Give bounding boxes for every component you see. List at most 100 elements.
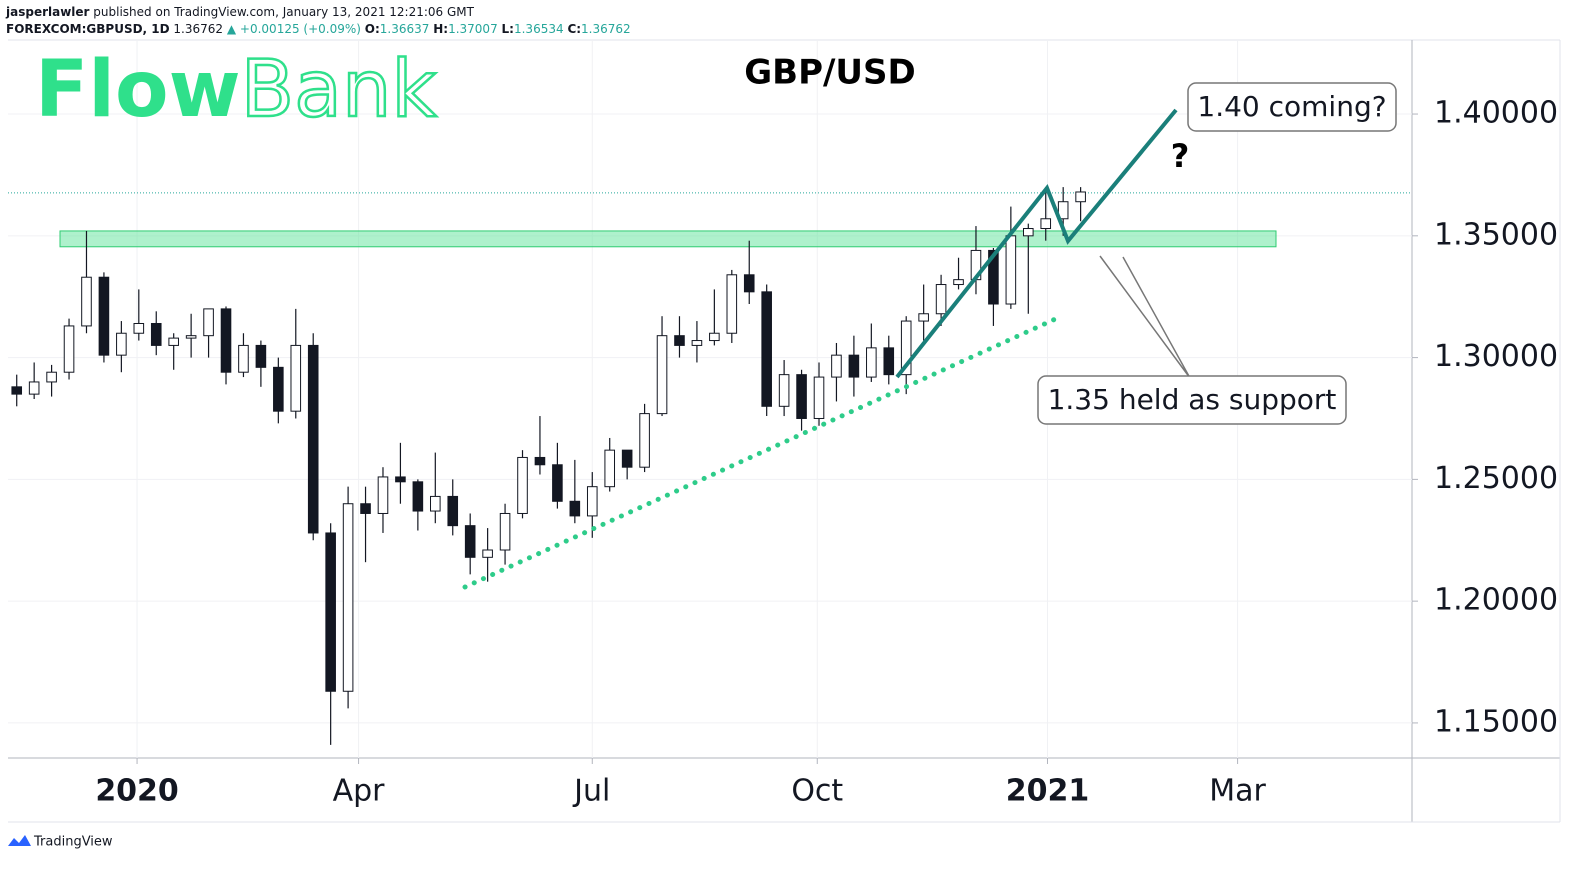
x-tick-label: 2020 [95,774,179,809]
x-tick-label: 2021 [1006,774,1090,809]
logo-bold: Flow [35,45,241,135]
candle-body [133,322,145,334]
candle-body [1075,191,1086,203]
candle-body [848,354,860,378]
annotation: ? [1171,137,1190,175]
close: 1.36762 [581,22,631,36]
projection-path [895,108,1178,379]
x-tick-label: Oct [791,774,843,809]
close-label: C: [567,22,581,36]
candle-body [621,449,633,468]
candle-body [743,274,755,293]
candle-body [377,476,389,514]
candle-body [307,344,319,534]
candle-body [900,320,912,376]
candle-body [447,495,459,527]
candle-body [866,347,877,378]
candle-body [150,322,162,346]
candle-body [1005,235,1017,305]
candle-body [185,335,197,339]
high-label: H: [433,22,448,36]
symbol: FOREXCOM:GBPUSD, 1D [6,22,170,36]
open: 1.36637 [380,22,430,36]
candle-body [290,344,302,412]
candle-body [273,366,284,412]
candle-body [1023,228,1034,237]
candle-body [831,354,842,378]
candle-body [1040,218,1052,230]
candle-body [953,279,964,286]
candle-body [342,503,354,692]
candle-body [778,374,790,407]
candle-body [726,274,738,334]
y-tick-label: 1.35000 [1434,217,1558,252]
candle-body [238,344,249,373]
user: jasperlawler [5,5,90,19]
candle-body [46,371,57,383]
candle-body [168,337,179,346]
candle-body [883,347,895,376]
candle-body [517,456,528,514]
candle-body [552,464,563,502]
x-tick-label: Jul [572,774,610,809]
y-tick-label: 1.30000 [1434,339,1558,374]
candle-body [1057,201,1069,220]
candle-body [569,500,581,517]
candle-body [116,332,127,356]
published: published on TradingView.com, January 13… [93,5,474,19]
footer: TradingView [33,835,113,850]
candle-body [499,512,511,551]
candle-body [430,495,441,512]
change: ▲ +0.00125 (+0.09%) [227,22,361,36]
candle-body [674,335,685,346]
candle-body [98,276,110,356]
candle-body [203,308,214,337]
high: 1.37007 [448,22,498,36]
candle-body [761,291,772,407]
candle-body [412,481,424,512]
chart-title: GBP/USD [744,53,915,93]
callout-box [1037,375,1347,425]
x-tick-label: Mar [1209,774,1266,809]
candle-body [691,340,703,346]
low: 1.36534 [514,22,564,36]
footer-icon [8,835,31,846]
candle-body [220,308,232,373]
x-tick-label: Apr [333,774,386,809]
header-line-1: jasperlawler published on TradingView.co… [5,5,475,19]
candle-body [935,284,947,315]
candle-body [11,386,23,395]
candle-body [918,313,929,322]
y-tick-label: 1.20000 [1434,583,1558,618]
last: 1.36762 [173,22,223,36]
logo-light: Bank [241,45,437,135]
support-zone [59,230,1277,248]
candle-body [604,449,616,488]
candle-body [81,276,92,327]
candle-body [813,376,825,419]
annotation: 1.35 held as support [1048,383,1337,416]
candle-body [988,249,999,305]
trend-line-dotted [462,313,1065,590]
marks [8,187,1412,745]
candle-body [482,549,493,558]
candle-body [395,476,406,483]
candle-body [586,486,598,517]
y-tick-label: 1.40000 [1434,96,1558,131]
y-tick-label: 1.15000 [1434,704,1558,739]
open-label: O: [365,22,380,36]
annotation: 1.40 coming? [1197,90,1386,123]
header-line-2: FOREXCOM:GBPUSD, 1D 1.36762 ▲ +0.00125 (… [6,22,631,36]
candle-body [28,381,40,395]
candle-body [63,325,75,373]
candle-body [709,332,720,342]
candle-body [464,525,476,558]
candle-body [255,344,267,368]
candle-body [639,413,650,468]
candle-body [796,374,807,419]
candle-body [656,335,668,415]
candle-body [325,532,336,692]
logo: FlowBank [35,45,437,135]
